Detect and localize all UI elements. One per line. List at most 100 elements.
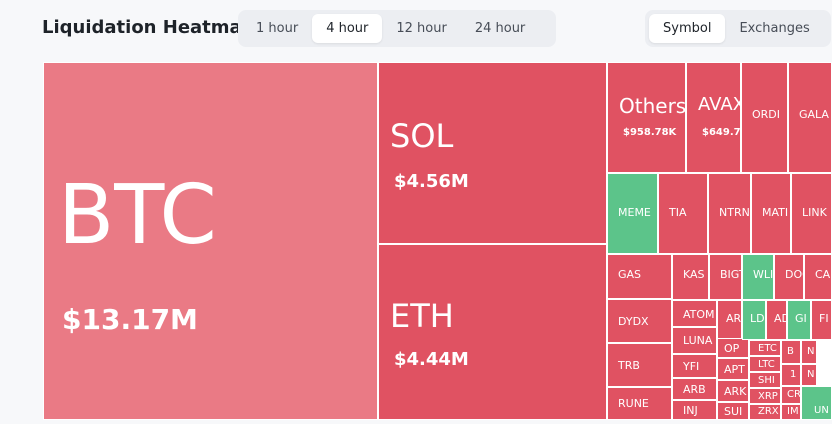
tile[interactable]: N: [801, 364, 817, 386]
tile-label: ZRX: [758, 406, 779, 417]
toggle-active[interactable]: Symbol: [649, 14, 726, 43]
tile[interactable]: RUNE: [607, 387, 672, 420]
tile-label: DOG: [785, 268, 803, 281]
toggle[interactable]: Exchanges: [739, 21, 810, 36]
tile-label: Others: [619, 94, 686, 118]
tile-label: BTC: [58, 168, 217, 263]
tile-label: YFI: [683, 360, 700, 373]
time-tabs: 1 hour 4 hour 12 hour 24 hour: [238, 10, 556, 47]
tile[interactable]: ZRX: [749, 404, 781, 420]
tile[interactable]: UN: [801, 386, 832, 420]
tile[interactable]: SHI: [749, 372, 781, 388]
tile[interactable]: Others $958.78K: [607, 62, 686, 173]
tile-label: GI: [795, 312, 807, 325]
tile-label: AVAX: [698, 94, 741, 115]
tile-value: $13.17M: [62, 303, 198, 336]
tile[interactable]: INJ: [672, 400, 717, 420]
tile-label: ORDI: [752, 108, 781, 121]
tile[interactable]: ETH $4.44M: [378, 244, 607, 420]
tab[interactable]: 1 hour: [256, 21, 299, 36]
tile[interactable]: LTC: [749, 356, 781, 372]
tab[interactable]: 12 hour: [396, 21, 447, 36]
tile[interactable]: TIA: [658, 173, 708, 254]
tile[interactable]: AR: [717, 300, 742, 340]
page-title: Liquidation Heatmap: [42, 17, 255, 38]
tile[interactable]: XRP: [749, 388, 781, 404]
tile[interactable]: ORDI: [741, 62, 788, 173]
tile[interactable]: CA: [804, 254, 832, 300]
tile[interactable]: GAS: [607, 254, 672, 299]
tile-value: $649.73: [702, 127, 741, 138]
tile[interactable]: BIGT: [709, 254, 742, 300]
tile[interactable]: SOL $4.56M: [378, 62, 607, 244]
tile[interactable]: APT: [717, 358, 749, 380]
tile-label: AD: [774, 312, 786, 325]
tile[interactable]: IM: [781, 404, 801, 420]
tile[interactable]: SUI: [717, 402, 749, 420]
tile[interactable]: AVAX $649.73: [686, 62, 741, 173]
tile-label: 1: [790, 369, 797, 380]
tab[interactable]: 24 hour: [474, 21, 526, 36]
tile[interactable]: GI: [787, 300, 811, 340]
tile-label: ARK: [724, 385, 747, 398]
tile-label: APT: [724, 363, 745, 376]
tile-label: ATOM: [683, 308, 715, 321]
tile[interactable]: 1: [781, 364, 801, 386]
tile-label: UN: [814, 405, 829, 416]
tile-label: LD: [750, 312, 765, 325]
tile[interactable]: NTRN: [708, 173, 751, 254]
tile-label: WLI: [753, 268, 774, 281]
tile-label: BIGT: [720, 268, 741, 281]
tile-value: $958.78K: [623, 127, 677, 138]
tile-label: DYDX: [618, 315, 649, 328]
tile-label: XRP: [758, 391, 778, 402]
tile[interactable]: N: [801, 340, 817, 364]
tile[interactable]: ETC: [749, 340, 781, 356]
tile-label: CR: [787, 389, 801, 400]
tile[interactable]: MATI: [751, 173, 791, 254]
tile-label: GALA: [799, 108, 829, 121]
tile-label: CA: [815, 268, 831, 281]
tile-label: INJ: [683, 404, 698, 417]
tile[interactable]: KAS: [672, 254, 709, 300]
tile-label: OP: [724, 342, 740, 355]
tile[interactable]: BTC $13.17M: [43, 62, 378, 420]
tile[interactable]: ARB: [672, 378, 717, 400]
tile-label: SUI: [724, 405, 743, 418]
tile-label: KAS: [683, 268, 705, 281]
tile-label: B: [787, 346, 794, 357]
tile[interactable]: OP: [717, 338, 749, 358]
tile[interactable]: WLI: [742, 254, 774, 300]
tile[interactable]: LINK: [791, 173, 832, 254]
tile-label: TIA: [669, 206, 687, 219]
tile-label: MATI: [762, 206, 789, 219]
tile[interactable]: YFI: [672, 354, 717, 378]
tab-active[interactable]: 4 hour: [312, 14, 383, 43]
tile-label: LUNA: [683, 334, 713, 347]
tile-label: IM: [787, 406, 799, 417]
tile[interactable]: FI: [811, 300, 832, 340]
tile[interactable]: DYDX: [607, 299, 672, 343]
tile-value: $4.44M: [394, 349, 469, 370]
tile-label: LTC: [758, 359, 775, 370]
tile-label: ETH: [390, 297, 454, 335]
tile[interactable]: DOG: [774, 254, 804, 300]
tile[interactable]: AD: [766, 300, 787, 340]
tile-value: $4.56M: [394, 171, 469, 192]
tile-label: ARB: [683, 383, 706, 396]
tile-label: N: [807, 369, 815, 380]
tile-label: SHI: [758, 375, 775, 386]
tile-label: NTRN: [719, 206, 750, 219]
tile[interactable]: MEME: [607, 173, 658, 254]
tile[interactable]: TRB: [607, 343, 672, 387]
tile[interactable]: LUNA: [672, 327, 717, 354]
tile[interactable]: ARK: [717, 380, 749, 402]
tile[interactable]: ATOM: [672, 300, 717, 327]
tile-label: GAS: [618, 268, 642, 281]
tile[interactable]: CR: [781, 386, 801, 404]
tile[interactable]: B: [781, 340, 801, 364]
tile[interactable]: GALA: [788, 62, 832, 173]
tile[interactable]: LD: [742, 300, 766, 340]
tile-label: AR: [726, 312, 742, 325]
